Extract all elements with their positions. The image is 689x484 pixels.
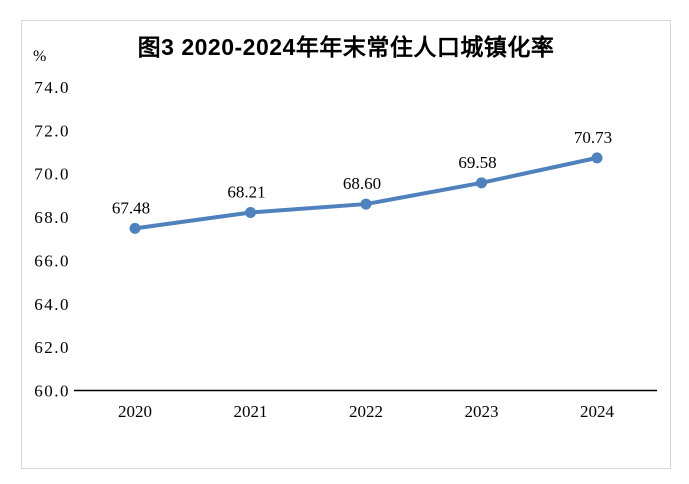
y-axis-tick-label: 72.0 — [34, 121, 70, 140]
y-axis-tick-label: 68.0 — [34, 208, 70, 227]
chart-frame — [21, 20, 671, 469]
x-axis-tick-label: 2022 — [349, 402, 383, 421]
x-axis-tick-label: 2021 — [234, 402, 268, 421]
x-axis-tick-label: 2020 — [118, 402, 152, 421]
data-label: 69.58 — [458, 153, 496, 172]
y-axis-tick-label: 70.0 — [34, 165, 70, 184]
data-point — [360, 198, 372, 210]
y-axis-unit-label: % — [33, 48, 47, 65]
x-axis-tick-label: 2023 — [465, 402, 499, 421]
data-point — [591, 152, 603, 164]
data-label: 67.48 — [112, 198, 150, 217]
x-axis-tick-label: 2024 — [580, 402, 615, 421]
data-label: 68.21 — [227, 183, 265, 202]
y-axis-tick-label: 66.0 — [34, 251, 70, 270]
y-axis-tick-label: 62.0 — [34, 338, 70, 357]
y-axis-tick-label: 74.0 — [34, 78, 70, 97]
y-axis-tick-label: 64.0 — [34, 295, 70, 314]
chart-title: 图3 2020-2024年年末常住人口城镇化率 — [137, 34, 555, 60]
y-axis-tick-label: 60.0 — [34, 382, 70, 401]
data-label: 70.73 — [574, 128, 612, 147]
data-point — [245, 207, 256, 219]
data-label: 68.60 — [343, 174, 381, 193]
series-line — [133, 155, 599, 231]
data-point — [129, 222, 141, 234]
data-point — [476, 177, 487, 189]
